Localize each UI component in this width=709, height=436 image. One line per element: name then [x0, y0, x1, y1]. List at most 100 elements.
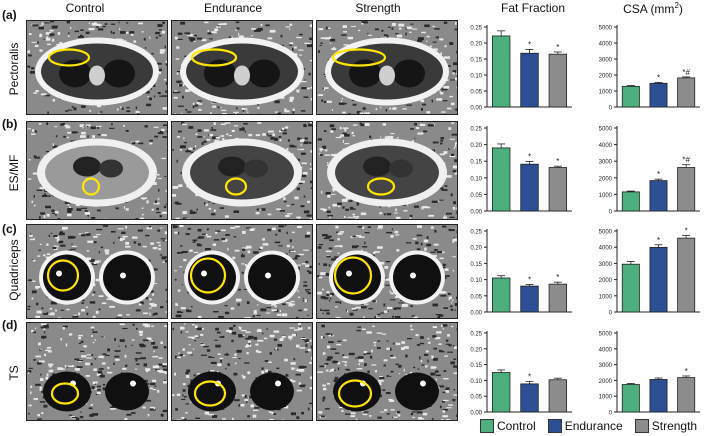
- ts-csa-bar-strength: [677, 377, 696, 413]
- quadriceps-csa-annotation-strength: *: [685, 226, 688, 235]
- es-mf-csa-tick-label-5: 5000: [599, 127, 613, 133]
- mri-scan-quadriceps-strength: [316, 224, 458, 319]
- ts-csa-tick-label-0: 0: [609, 411, 613, 417]
- quadriceps-fat-fraction-tick-label-4: 0.20: [470, 246, 482, 252]
- pectoralis-fat-fraction-bar-endurance: [520, 52, 539, 108]
- es-mf-fat-fraction-tick-label-5: 0.25: [470, 127, 482, 133]
- mri-scan-ts-control: [26, 322, 168, 421]
- quadriceps-fat-fraction-bar-control: [491, 277, 511, 313]
- quadriceps-csa-bar-strength: [677, 237, 696, 313]
- mri-scan-ts-endurance: [171, 322, 313, 421]
- es-mf-csa-annotation-endurance: *: [657, 170, 660, 179]
- quadriceps-csa-bar-endurance: [649, 246, 668, 313]
- pectoralis-csa-annotation-strength: *#: [682, 68, 690, 77]
- pectoralis-csa-bar-endurance: [649, 82, 668, 108]
- es-mf-csa-bar-control: [621, 191, 640, 212]
- es-mf-csa-tick-label-4: 4000: [599, 143, 613, 149]
- mri-scan-es-mf-strength: [316, 121, 458, 220]
- column-title-strength: Strength: [355, 1, 401, 15]
- es-mf-csa-tick-label-2: 2000: [599, 176, 613, 182]
- es-mf-csa-annotation-strength: *#: [682, 156, 690, 165]
- quadriceps-fat-fraction-bar-endurance: [520, 285, 539, 313]
- quadriceps-fat-fraction-bar-strength: [548, 283, 568, 313]
- column-title-endurance: Endurance: [203, 1, 263, 15]
- quadriceps-csa-bar-control: [621, 263, 640, 313]
- quadriceps-fat-fraction-tick-label-0: 0.00: [470, 311, 482, 317]
- es-mf-fat-fraction-tick-label-3: 0.15: [470, 160, 482, 166]
- quadriceps-csa-annotation-endurance: *: [657, 236, 660, 245]
- ts-fat-fraction-tick-label-0: 0.00: [470, 411, 482, 417]
- row-label-a: (a): [2, 8, 17, 22]
- mri-scan-quadriceps-endurance: [171, 224, 313, 319]
- es-mf-csa-tick-label-1: 1000: [599, 193, 613, 199]
- es-mf-fat-fraction-bar-endurance: [520, 163, 539, 212]
- ts-csa-tick-label-1: 1000: [599, 395, 613, 401]
- mri-scan-pectoralis-endurance: [171, 20, 313, 115]
- ts-csa-bar-control: [621, 384, 640, 413]
- legend-swatch-endurance: [547, 419, 562, 433]
- pectoralis-csa-tick-label-1: 1000: [599, 90, 613, 96]
- es-mf-csa-tick-label-3: 3000: [599, 160, 613, 166]
- es-mf-fat-fraction-annotation-strength: *: [556, 157, 559, 166]
- mri-scan-pectoralis-strength: [316, 20, 458, 115]
- es-mf-csa-tick-label-0: 0: [609, 210, 613, 216]
- legend-item-control: Control: [480, 419, 536, 433]
- pectoralis-csa-bar-control: [621, 85, 640, 108]
- row-label-b: (b): [2, 117, 18, 131]
- pectoralis-fat-fraction-annotation-strength: *: [556, 43, 559, 52]
- ts-fat-fraction-tick-label-3: 0.15: [470, 363, 482, 369]
- legend-label-control: Control: [497, 419, 536, 433]
- quadriceps-fat-fraction-tick-label-5: 0.25: [470, 230, 482, 236]
- legend-label-endurance: Endurance: [564, 419, 623, 433]
- es-mf-fat-fraction-annotation-endurance: *: [528, 153, 531, 162]
- pectoralis-fat-fraction-tick-label-3: 0.15: [470, 58, 482, 64]
- column-title-control: Control: [65, 1, 105, 15]
- pectoralis-fat-fraction-tick-label-1: 0.05: [470, 90, 482, 96]
- mri-scan-es-mf-control: [26, 121, 168, 220]
- ts-fat-fraction-bar-endurance: [520, 383, 539, 413]
- ts-fat-fraction-tick-label-4: 0.20: [470, 347, 482, 353]
- row-label-c: (c): [2, 222, 17, 236]
- pectoralis-csa-tick-label-4: 4000: [599, 42, 613, 48]
- quadriceps-fat-fraction-annotation-strength: *: [556, 273, 559, 282]
- quadriceps-fat-fraction-annotation-endurance: *: [528, 275, 531, 284]
- quadriceps-fat-fraction-tick-label-3: 0.15: [470, 262, 482, 268]
- es-mf-fat-fraction-tick-label-0: 0.00: [470, 210, 482, 216]
- column-title-fat-fraction: Fat Fraction: [500, 1, 566, 15]
- ts-csa-tick-label-3: 3000: [599, 363, 613, 369]
- ts-fat-fraction-tick-label-1: 0.05: [470, 395, 482, 401]
- pectoralis-fat-fraction-annotation-endurance: *: [528, 40, 531, 49]
- quadriceps-csa-tick-label-1: 1000: [599, 294, 613, 300]
- ts-fat-fraction-bar-control: [491, 372, 511, 413]
- pectoralis-csa-tick-label-0: 0: [609, 106, 613, 112]
- quadriceps-fat-fraction-tick-label-2: 0.10: [470, 278, 482, 284]
- pectoralis-fat-fraction-bar-strength: [548, 53, 568, 108]
- quadriceps-csa-tick-label-4: 4000: [599, 246, 613, 252]
- pectoralis-csa-annotation-endurance: *: [657, 73, 660, 82]
- es-mf-fat-fraction-tick-label-1: 0.05: [470, 193, 482, 199]
- es-mf-csa-bar-endurance: [649, 180, 668, 212]
- mri-scan-es-mf-endurance: [171, 121, 313, 220]
- pectoralis-csa-bar-strength: [677, 77, 696, 108]
- pectoralis-fat-fraction-tick-label-2: 0.10: [470, 74, 482, 80]
- row-label-d: (d): [2, 318, 18, 332]
- ts-csa-tick-label-2: 2000: [599, 379, 613, 385]
- pectoralis-csa-tick-label-3: 3000: [599, 58, 613, 64]
- legend-label-strength: Strength: [651, 419, 698, 433]
- legend-swatch-strength: [634, 419, 649, 433]
- ts-fat-fraction-bar-strength: [548, 379, 568, 413]
- es-mf-fat-fraction-bar-control: [491, 147, 511, 212]
- column-title-csa: CSA (mm2): [623, 1, 683, 16]
- legend: Control Endurance Strength: [480, 417, 708, 435]
- quadriceps-csa-tick-label-3: 3000: [599, 262, 613, 268]
- pectoralis-fat-fraction-tick-label-5: 0.25: [470, 26, 482, 32]
- ts-csa-bar-endurance: [649, 379, 668, 413]
- pectoralis-fat-fraction-tick-label-0: 0.00: [470, 106, 482, 112]
- mri-scan-quadriceps-control: [26, 224, 168, 319]
- quadriceps-csa-tick-label-2: 2000: [599, 278, 613, 284]
- legend-item-strength: Strength: [634, 419, 698, 433]
- ts-csa-tick-label-5: 5000: [599, 332, 613, 338]
- ts-fat-fraction-tick-label-5: 0.25: [470, 332, 482, 338]
- mri-scan-pectoralis-control: [26, 20, 168, 115]
